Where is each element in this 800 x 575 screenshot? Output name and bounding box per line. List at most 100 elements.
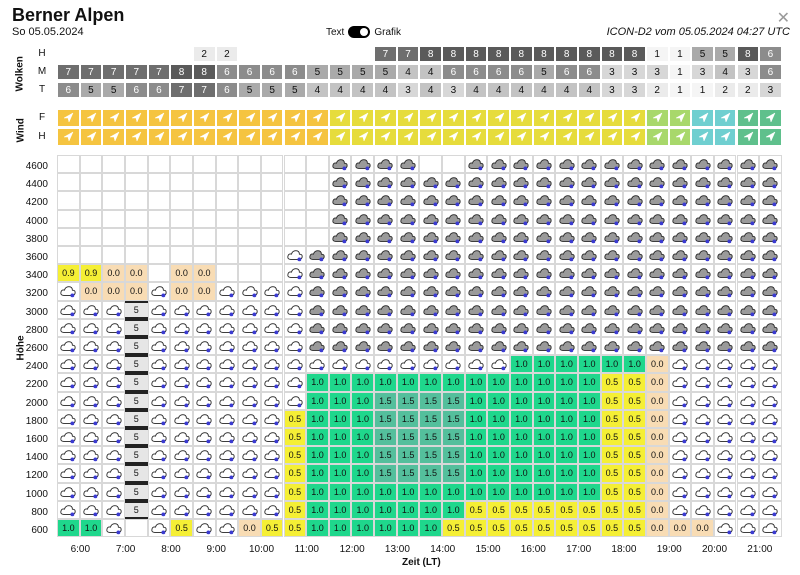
- sounding-cell: [668, 173, 692, 192]
- sounding-cell: [215, 300, 239, 319]
- sounding-cell: [555, 227, 578, 246]
- sounding-cell: [102, 409, 125, 428]
- sounding-cell: [759, 428, 782, 447]
- cloud-cover-cell: 3: [759, 82, 782, 98]
- cloud-icon: [626, 268, 643, 280]
- sounding-cell: 1.0: [487, 391, 510, 410]
- cloud-icon: [106, 304, 122, 316]
- sounding-cell: [600, 300, 624, 319]
- cloud-cover-cell: 4: [306, 82, 329, 98]
- wind-arrow-cell: [57, 109, 80, 127]
- sounding-cell: 1.0: [396, 482, 420, 501]
- cloud-icon: [241, 323, 258, 335]
- cloud-icon: [649, 323, 665, 335]
- close-icon[interactable]: ✕: [776, 10, 790, 27]
- sounding-cell: [487, 264, 510, 283]
- sounding-cell: 1.0: [532, 409, 556, 428]
- sounding-cell: [374, 282, 397, 301]
- cloud-icon: [423, 213, 439, 225]
- cloud-icon: [536, 250, 552, 262]
- view-toggle[interactable]: Text Grafik: [326, 26, 401, 38]
- cloud-cover-cell: 2: [713, 82, 737, 98]
- sounding-cell: [283, 355, 307, 374]
- sounding-cell: 0.0: [192, 282, 216, 301]
- cloud-icon: [762, 505, 779, 517]
- sounding-cell: [351, 246, 375, 265]
- sounding-cell: 1.0: [577, 482, 601, 501]
- sounding-cell: [260, 173, 284, 192]
- cloud-icon: [445, 250, 461, 262]
- cloud-icon: [309, 323, 326, 335]
- sounding-cell: [79, 191, 103, 210]
- cloud-icon: [400, 195, 416, 207]
- sounding-cell: [79, 173, 103, 192]
- sounding-cell: [238, 209, 261, 228]
- cloud-icon: [672, 232, 688, 244]
- sounding-cell: 0.0: [645, 446, 669, 465]
- sounding-cell: [396, 337, 420, 356]
- sounding-cell: [510, 191, 533, 210]
- sounding-cell: [238, 300, 261, 319]
- sounding-cell: [79, 482, 103, 501]
- sounding-cell: [396, 300, 420, 319]
- cloud-icon: [762, 286, 779, 298]
- sounding-cell: [260, 300, 284, 319]
- cloud-cover-cell: [79, 46, 103, 62]
- sounding-cell: [351, 173, 375, 192]
- sounding-cell: [147, 446, 171, 465]
- cloud-icon: [581, 268, 597, 280]
- cloud-icon: [717, 232, 733, 244]
- toggle-text-label: Text: [326, 26, 345, 38]
- sounding-cell: [691, 173, 714, 192]
- wind-arrow-cell: [260, 109, 284, 127]
- cloud-icon: [762, 323, 779, 335]
- cloud-cover-cell: [170, 46, 193, 62]
- cloud-cover-cell: 1: [668, 64, 692, 80]
- wind-arrow-icon: [448, 131, 459, 142]
- sounding-cell: [396, 355, 420, 374]
- cloud-icon: [264, 304, 280, 316]
- sounding-cell: [691, 155, 714, 174]
- altitude-tick: 600: [31, 525, 48, 536]
- sounding-cell: [238, 264, 261, 283]
- wind-arrow-icon: [403, 112, 414, 123]
- sounding-cell: [328, 155, 352, 174]
- wind-arrow-icon: [131, 131, 142, 142]
- sounding-cell: [102, 500, 125, 519]
- cloud-icon: [377, 195, 394, 207]
- sounding-cell: 0.5: [623, 519, 646, 538]
- sounding-cell: [668, 446, 692, 465]
- cloud-icon: [355, 323, 371, 335]
- sounding-cell: [147, 227, 171, 246]
- toggle-switch[interactable]: [348, 26, 371, 38]
- wind-arrow-icon: [606, 131, 618, 142]
- sounding-cell: [691, 482, 714, 501]
- sounding-cell: [555, 337, 578, 356]
- cloud-icon: [423, 286, 439, 298]
- cloud-icon: [672, 450, 688, 462]
- model-info: ICON-D2 vom 05.05.2024 04:27 UTC: [606, 26, 790, 38]
- cloud-icon: [626, 195, 643, 207]
- sounding-cell: 1.0: [555, 464, 578, 483]
- sounding-cell: [192, 300, 216, 319]
- cloud-cover-cell: 5: [260, 82, 284, 98]
- wind-arrow-icon: [267, 131, 278, 142]
- wind-arrow-icon: [493, 112, 505, 123]
- cloud-icon: [60, 304, 76, 316]
- sounding-cell: 1.5: [374, 428, 397, 447]
- cloud-icon: [559, 304, 575, 316]
- sounding-cell: [419, 209, 443, 228]
- cloud-cover-cell: 2: [192, 46, 216, 62]
- cloud-icon: [400, 250, 416, 262]
- sounding-cell: 1.0: [464, 464, 488, 483]
- wind-arrow-icon: [652, 131, 663, 142]
- cloud-icon: [649, 195, 665, 207]
- sounding-cell: 0.5: [283, 446, 307, 465]
- cloud-cover-cell: [57, 46, 80, 62]
- cloud-icon: [241, 468, 258, 480]
- sounding-cell: [102, 300, 125, 319]
- cloud-icon: [60, 505, 76, 517]
- sounding-cell: [283, 173, 307, 192]
- wind-arrow-cell: [419, 109, 443, 127]
- sounding-cell: [623, 282, 646, 301]
